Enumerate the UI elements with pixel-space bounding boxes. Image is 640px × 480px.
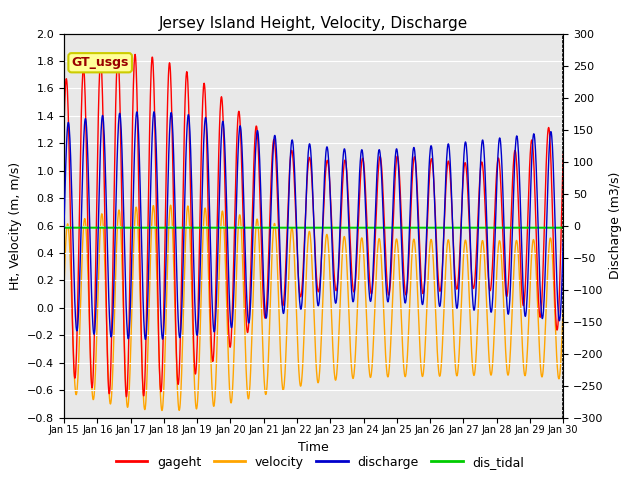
Y-axis label: Ht, Velocity (m, m/s): Ht, Velocity (m, m/s): [8, 162, 22, 289]
Text: GT_usgs: GT_usgs: [72, 56, 129, 69]
Legend: gageht, velocity, discharge, dis_tidal: gageht, velocity, discharge, dis_tidal: [111, 451, 529, 474]
X-axis label: Time: Time: [298, 441, 329, 454]
Title: Jersey Island Height, Velocity, Discharge: Jersey Island Height, Velocity, Discharg…: [159, 16, 468, 31]
Y-axis label: Discharge (m3/s): Discharge (m3/s): [609, 172, 622, 279]
